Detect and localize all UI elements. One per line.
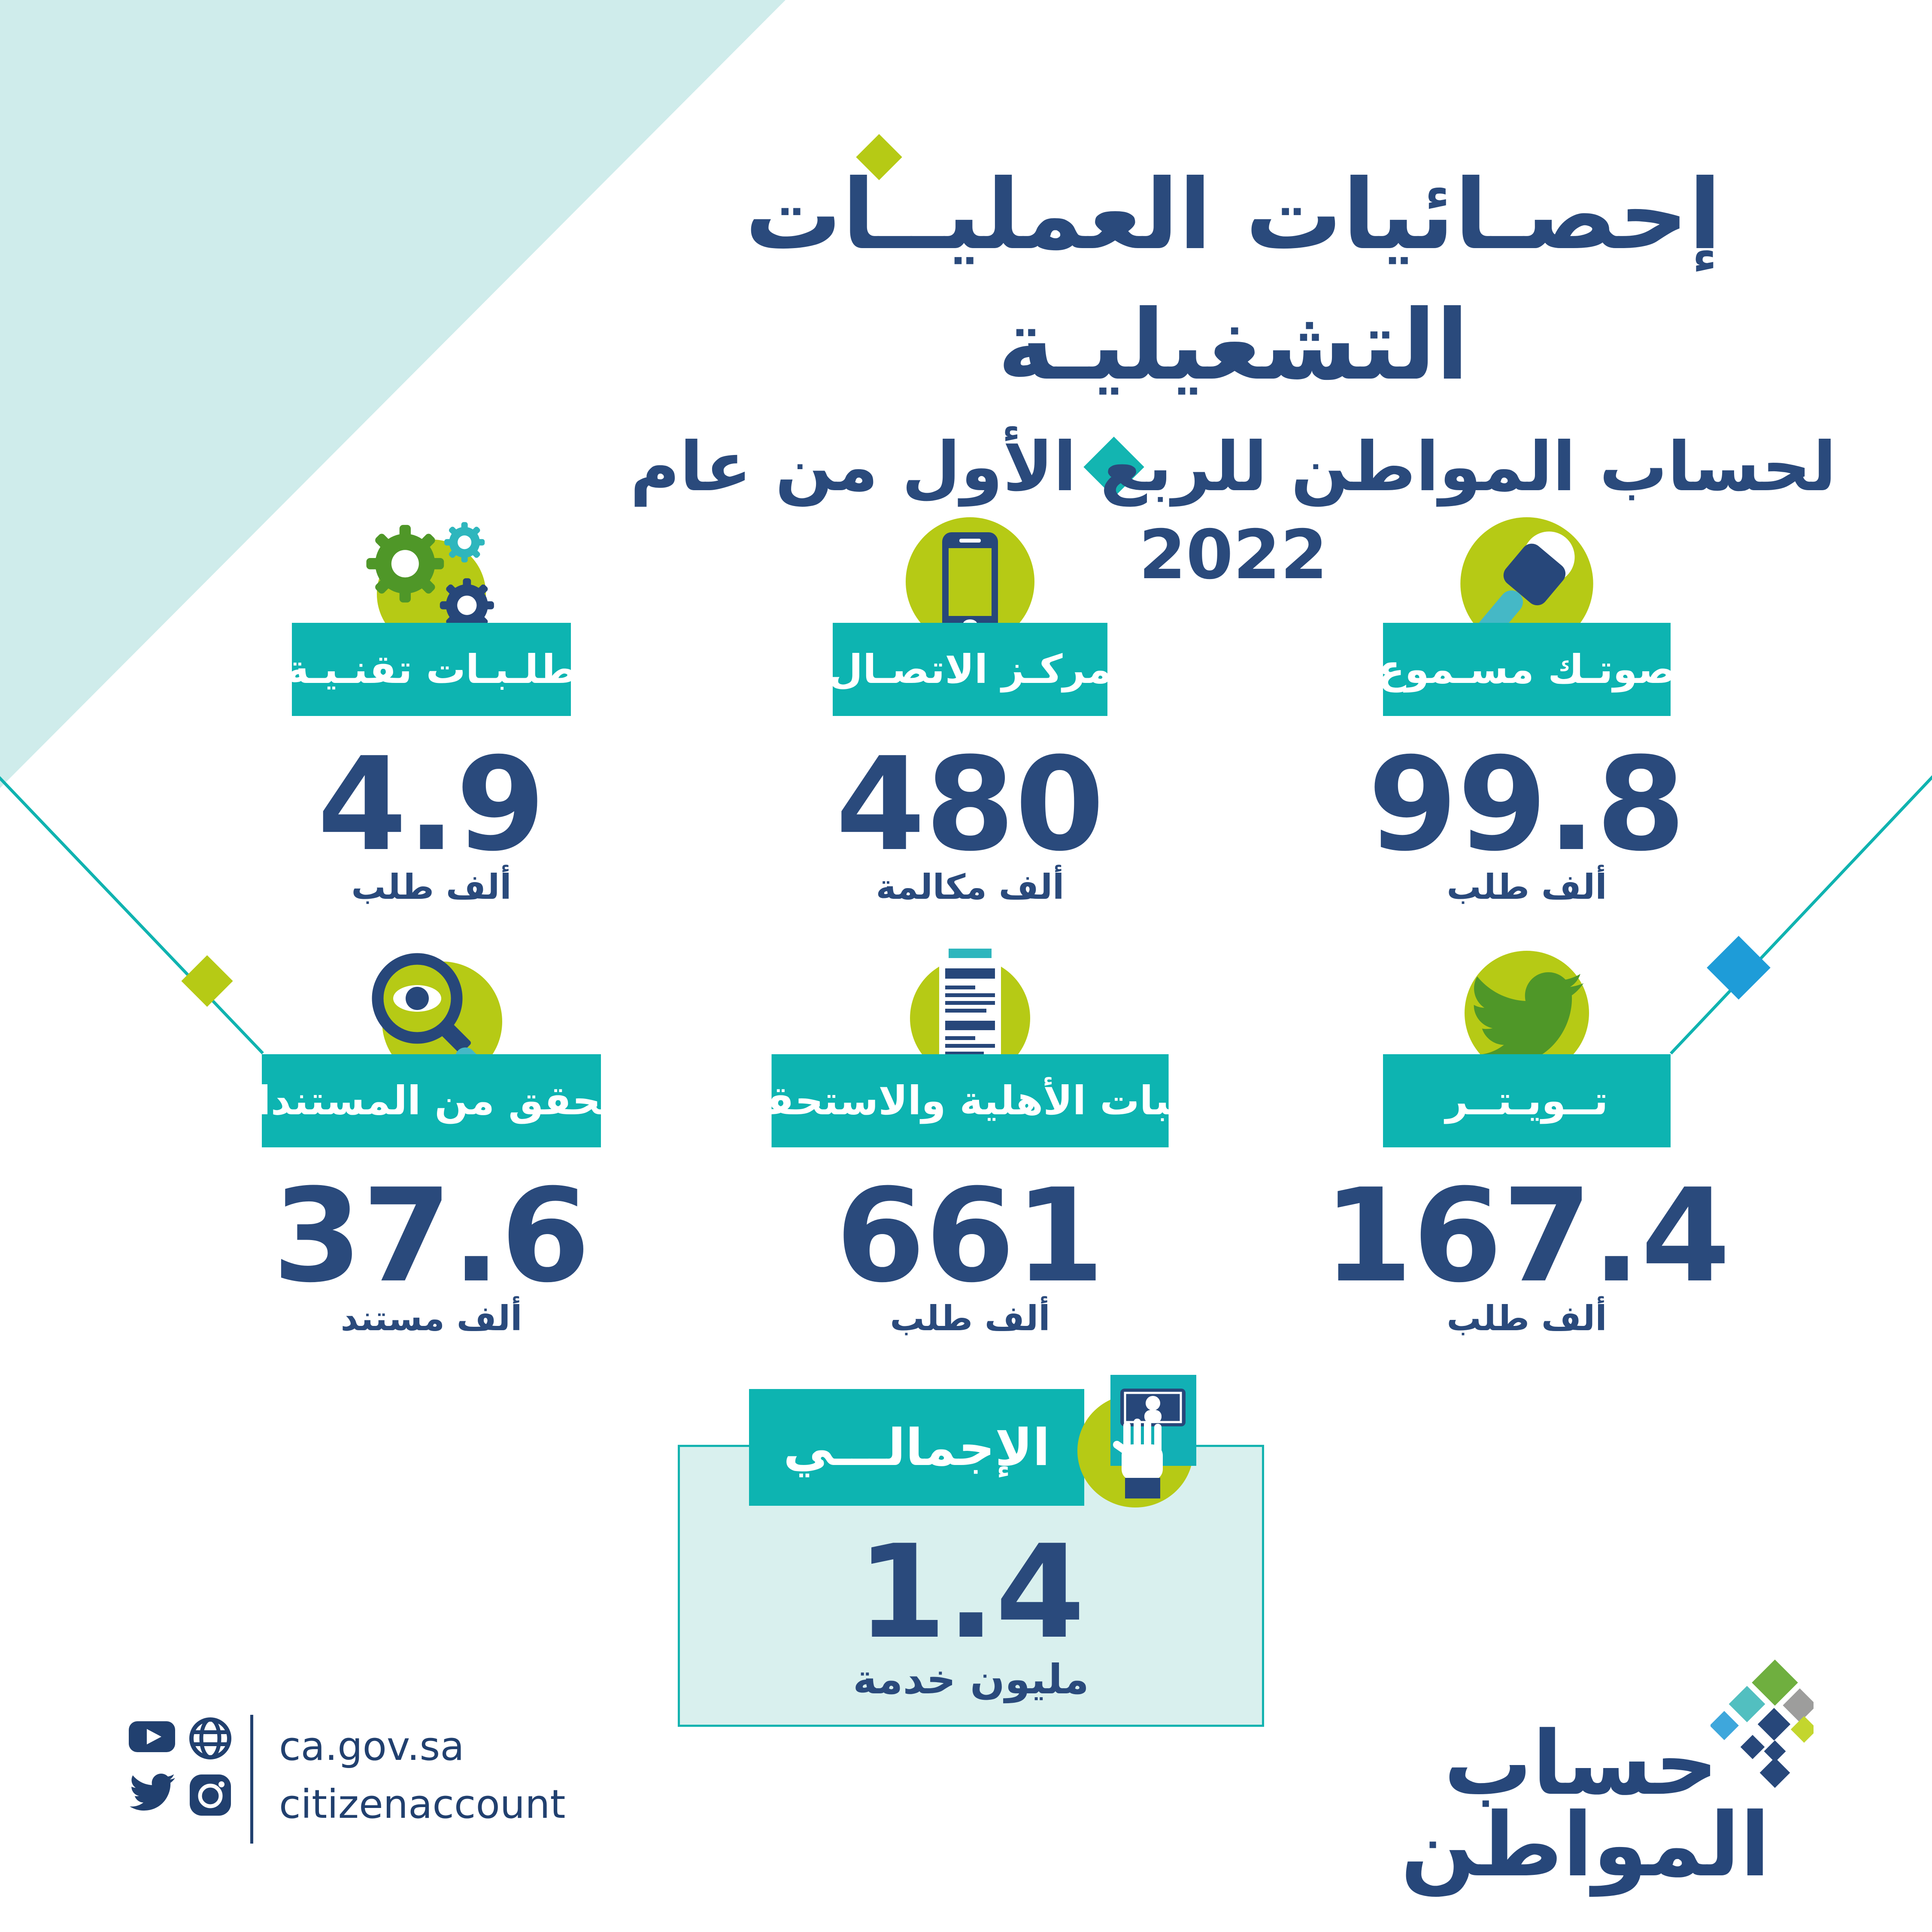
- stat-label: طلبات الأهلية والاستحقاق: [716, 1078, 1224, 1124]
- twitter-icon[interactable]: [129, 1774, 176, 1818]
- phone-icon: [906, 517, 1034, 648]
- twitter-bird-icon: [1462, 949, 1591, 1079]
- stat-label: طلـبـات تقنـيـة: [285, 646, 577, 692]
- stat-banner: طلـبـات تقنـيـة: [286, 623, 577, 716]
- logo-text-line2: المواطن: [1400, 1794, 1770, 1896]
- money-hand-icon: [1071, 1367, 1200, 1517]
- globe-icon[interactable]: [189, 1717, 236, 1762]
- stat-value: 661: [835, 1161, 1105, 1311]
- stat-label: التحقق من المستندات: [217, 1078, 646, 1124]
- stat-banner: مركـز الاتصـال: [828, 623, 1112, 716]
- stat-value: 4.9: [317, 730, 546, 880]
- social-icons: [129, 1717, 253, 1818]
- stat-label: صوتـك مسـموع: [1377, 646, 1676, 692]
- footer-divider: [250, 1715, 253, 1844]
- stat-label: تــويـتــر: [1445, 1078, 1608, 1124]
- gears-icon: [358, 517, 504, 656]
- total-unit: مليون خدمة: [853, 1656, 1089, 1703]
- microphone-icon: [1460, 517, 1593, 661]
- social-handle[interactable]: citizenaccount: [279, 1781, 566, 1827]
- stat-unit: ألف مستند: [340, 1298, 522, 1338]
- total-label: الإجمالـــي: [783, 1418, 1050, 1477]
- stat-card-twitter: تــويـتــر 167.4 ألف طلب: [1239, 949, 1814, 1378]
- page-subtitle: لحساب المواطن للربع الأول من عام 2022: [630, 427, 1837, 594]
- document-icon: [906, 949, 1034, 1081]
- stat-banner: صوتـك مسـموع: [1378, 623, 1676, 716]
- logo-diamonds-icon: [1710, 1659, 1818, 1794]
- stat-value: 167.4: [1323, 1161, 1731, 1311]
- stat-value: 99.8: [1368, 730, 1686, 880]
- stat-card-verification: التحقق من المستندات 37.6 ألف مستند: [144, 949, 719, 1378]
- stat-card-eligibility: طلبات الأهلية والاستحقاق 661 ألف طلب: [682, 949, 1258, 1378]
- stat-value: 37.6: [272, 1161, 591, 1311]
- stat-banner: التحقق من المستندات: [218, 1054, 645, 1147]
- stat-unit: ألف طلب: [351, 867, 512, 907]
- logo-text-line1: حساب: [1444, 1713, 1718, 1815]
- magnifier-eye-icon: [361, 949, 502, 1092]
- page-title: إحصـائيات العمليــات التشغيليـة: [745, 159, 1722, 402]
- stat-unit: ألف طلب: [1447, 867, 1607, 907]
- stat-card-call-center: مركـز الاتصـال 480 ألف مكالمة: [682, 517, 1258, 946]
- stat-value: 480: [835, 730, 1105, 880]
- stat-label: مركـز الاتصـال: [828, 646, 1112, 692]
- stat-banner: طلبات الأهلية والاستحقاق: [716, 1054, 1224, 1147]
- website-url[interactable]: ca.gov.sa: [279, 1723, 464, 1769]
- stat-unit: ألف طلب: [890, 1298, 1050, 1338]
- total-value: 1.4: [857, 1517, 1085, 1667]
- header: إحصـائيات العمليــات التشغيليـة لحساب ال…: [618, 150, 1848, 599]
- stat-unit: ألف طلب: [1447, 1298, 1607, 1338]
- stat-unit: ألف مكالمة: [876, 867, 1065, 907]
- instagram-icon[interactable]: [189, 1774, 236, 1818]
- stat-card-technical: طلـبـات تقنـيـة 4.9 ألف طلب: [144, 517, 719, 946]
- stat-card-voice: صوتـك مسـموع 99.8 ألف طلب: [1239, 517, 1814, 946]
- youtube-icon[interactable]: [129, 1717, 176, 1762]
- stat-banner: تــويـتــر: [1383, 1054, 1671, 1147]
- total-banner: الإجمالـــي: [749, 1389, 1084, 1506]
